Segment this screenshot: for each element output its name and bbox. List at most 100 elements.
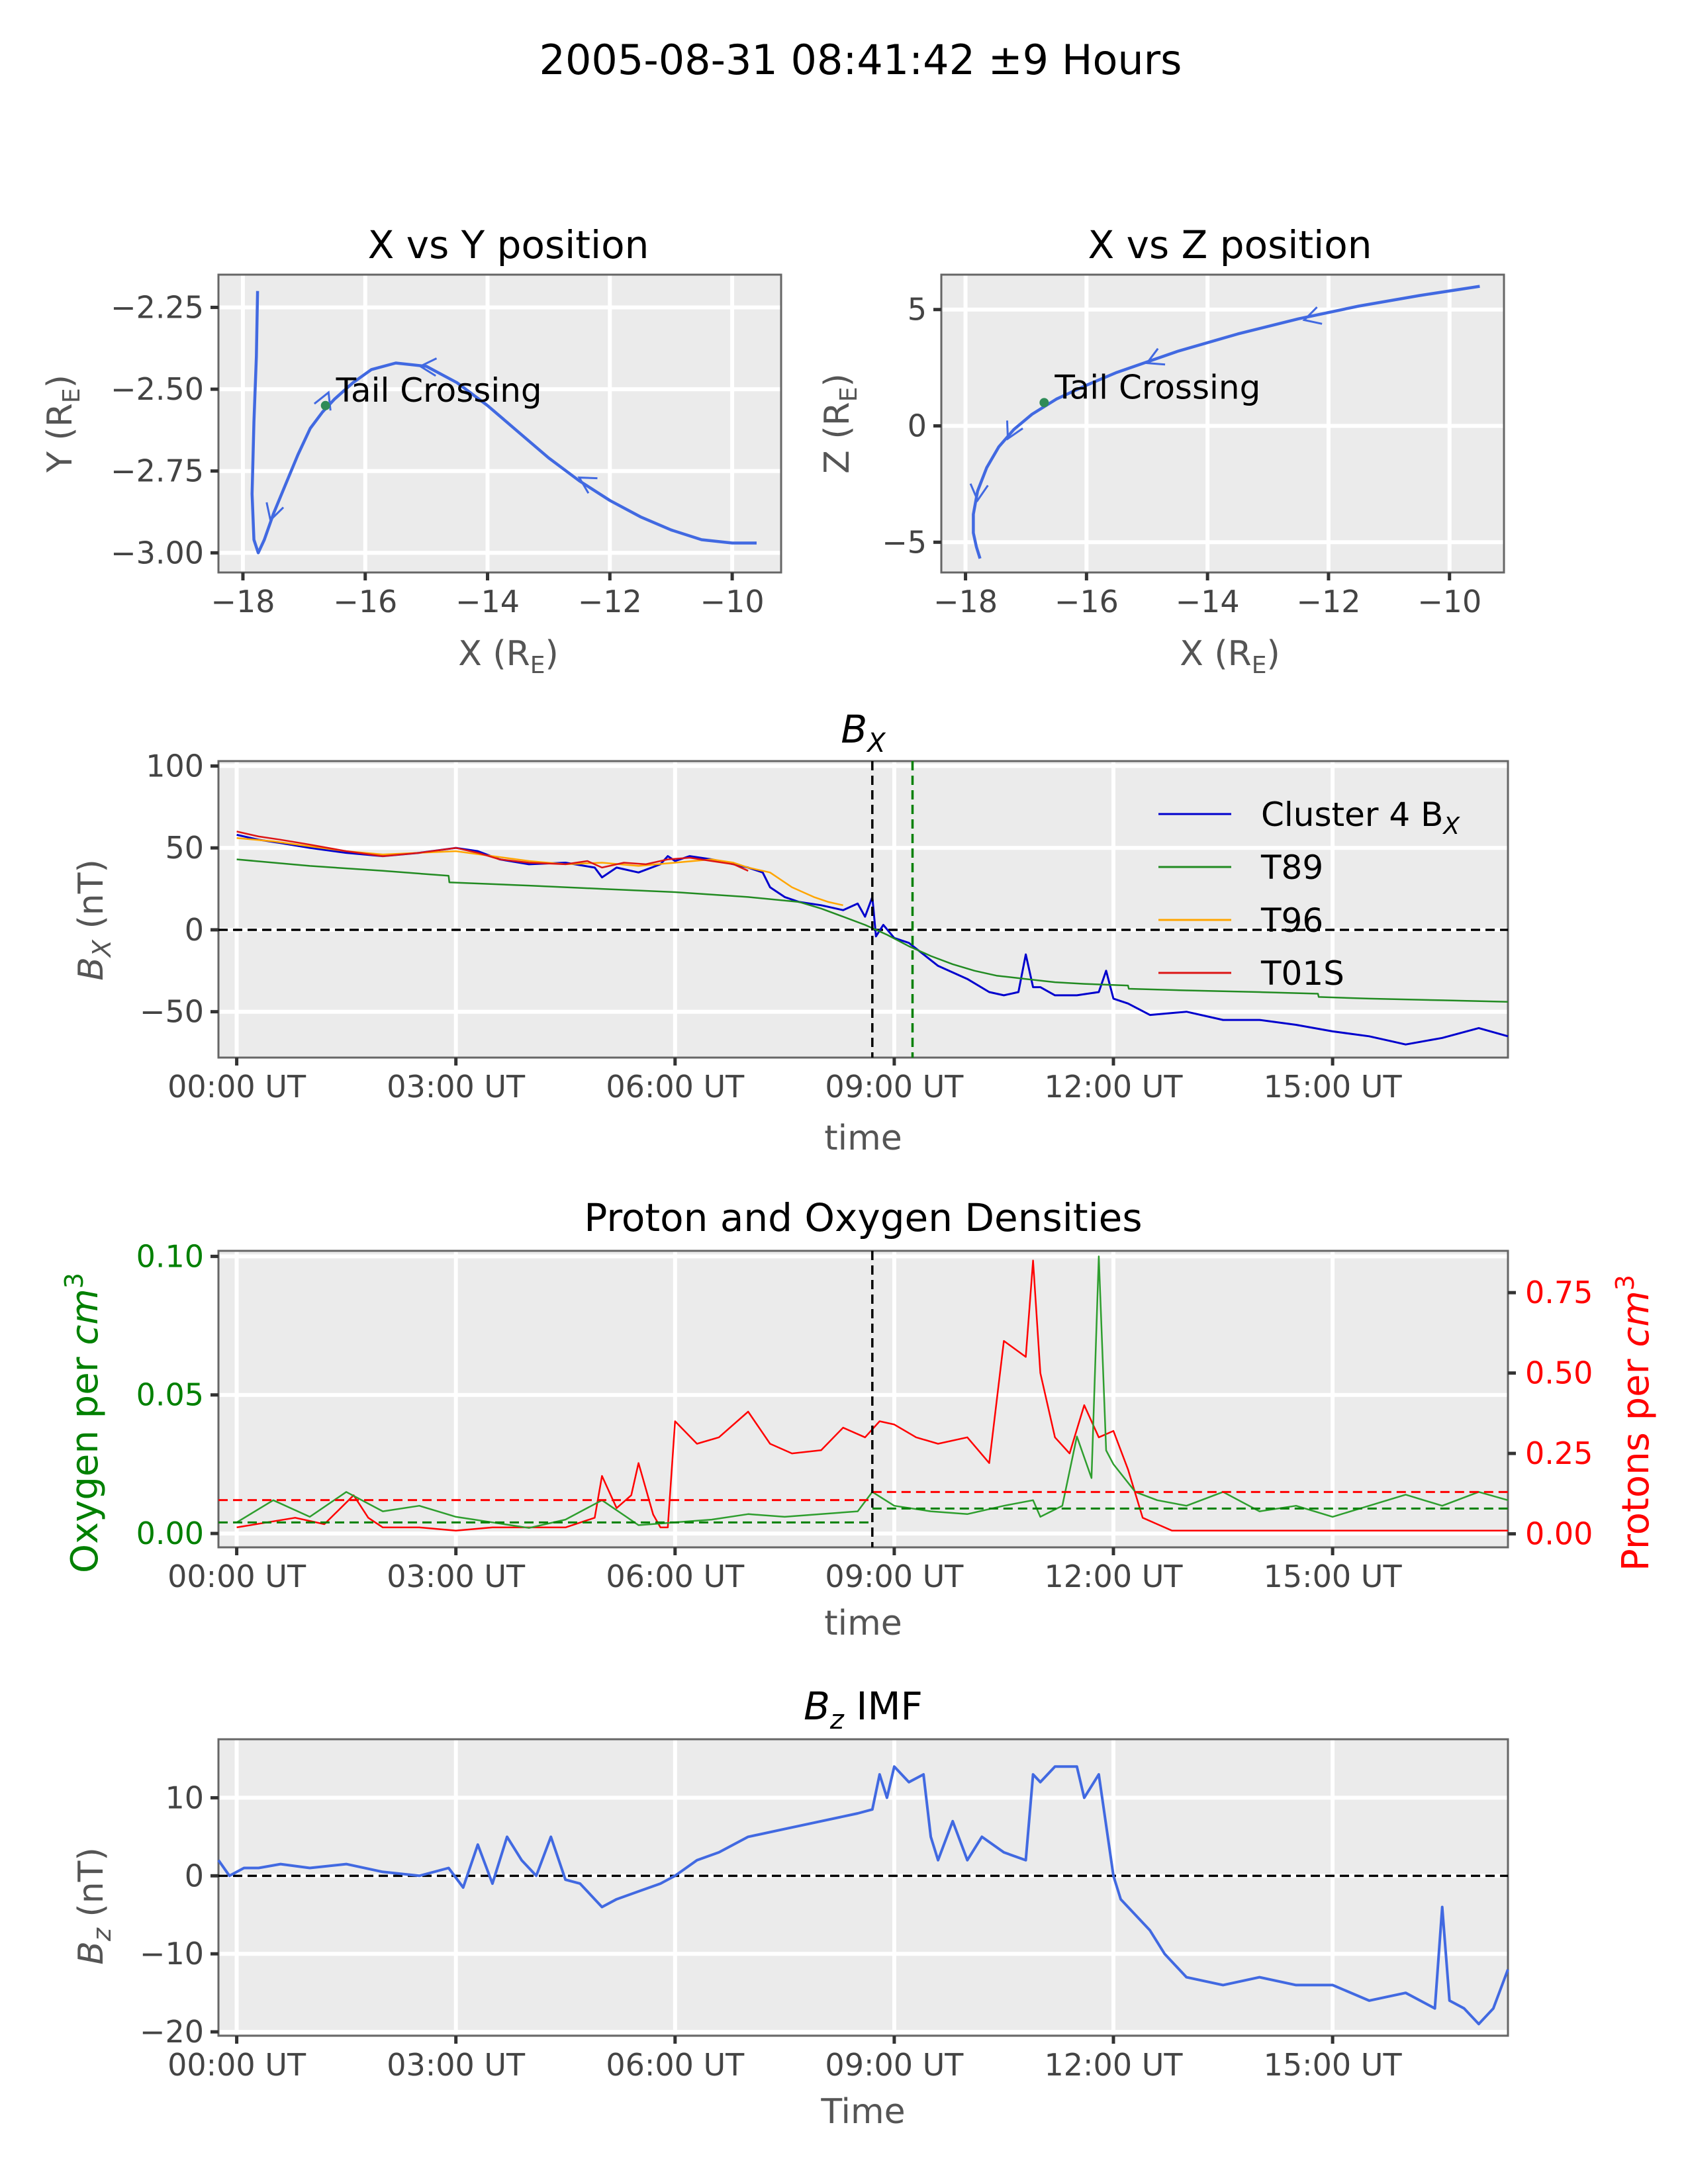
tail-crossing-marker — [1039, 398, 1049, 408]
direction-arrow — [1006, 420, 1023, 441]
direction-arrow — [418, 357, 438, 377]
x-tick-label: −18 — [211, 584, 275, 619]
xy-position-panel: X vs Y position Tail Crossing −18 −16 −14−… — [40, 222, 782, 679]
y-tick-label: −20 — [140, 2014, 204, 2050]
y-tick-label: 0 — [908, 408, 927, 444]
tail-crossing-marker — [320, 400, 330, 410]
oxygen-axis-label: Oxygen per cm3 — [60, 1273, 107, 1573]
xy-x-axis-label: X (RE) — [458, 634, 559, 679]
x-tick-label: 03:00 UT — [387, 1069, 526, 1105]
x-tick-label: 15:00 UT — [1264, 1559, 1403, 1594]
tail-crossing-label: Tail Crossing — [1054, 368, 1260, 406]
x-tick-label: −14 — [455, 584, 520, 619]
xz-position-panel: X vs Z position Tail Crossing −18 −16 −14 −… — [818, 222, 1505, 679]
x-tick-label: −12 — [578, 584, 642, 619]
bx-y-axis-label: BX (nT) — [71, 859, 117, 981]
y-tick-label: 50 — [165, 830, 204, 866]
xz-panel-title: X vs Z position — [1088, 222, 1372, 267]
y-tick-label: −2.75 — [111, 453, 204, 489]
legend-label: Cluster 4 BX — [1261, 796, 1460, 840]
bz-panel-title: Bz IMF — [804, 1684, 923, 1735]
xy-grid — [217, 273, 782, 574]
series-oxygen — [236, 1255, 1509, 1529]
y-tick-label: −10 — [140, 1936, 204, 1972]
legend-label-sub: X — [1442, 813, 1460, 840]
x-tick-label: 12:00 UT — [1045, 1559, 1184, 1594]
y-tick-label: 0.00 — [136, 1516, 204, 1551]
plot-border — [217, 1250, 1509, 1549]
y-tick-label: 0.10 — [136, 1238, 204, 1274]
plot-border — [940, 273, 1505, 574]
plot-area — [218, 275, 781, 572]
bz-x-axis-label: Time — [820, 2092, 905, 2132]
tail-crossing-label: Tail Crossing — [336, 371, 542, 410]
densities-x-axis-label: time — [824, 1604, 902, 1643]
plot-area — [941, 275, 1504, 572]
y-tick-label: 0.05 — [136, 1377, 204, 1413]
densities-panel: Proton and Oxygen Densities 00:00 UT 03:0… — [60, 1195, 1658, 1643]
direction-arrow — [265, 502, 285, 522]
densities-tick-labels: 00:00 UT 03:00 UT 06:00 UT 09:00 UT 12:00 UT… — [136, 1238, 1593, 1594]
x-tick-label: −14 — [1176, 584, 1240, 619]
x-tick-label: 09:00 UT — [825, 2047, 964, 2083]
x-tick-label: −18 — [933, 584, 998, 619]
x-tick-label: 03:00 UT — [387, 1559, 526, 1594]
y-tick-label: 0 — [185, 912, 204, 948]
series-bz — [217, 1765, 1509, 2026]
direction-arrow — [577, 476, 598, 494]
bx-panel: BX 00:00 UT 03:00 UT 06:00 UT 09:00 UT 12:00… — [71, 707, 1509, 1158]
x-tick-label: −10 — [1417, 584, 1481, 619]
y-tick-label: 0 — [185, 1858, 204, 1893]
y-tick-label: 0.25 — [1525, 1435, 1593, 1471]
bx-series-lines — [218, 761, 1509, 1058]
densities-grid — [217, 1250, 1509, 1549]
series-protons — [236, 1259, 1508, 1531]
orbit-path — [250, 291, 757, 555]
y-tick-label: 0.00 — [1525, 1516, 1593, 1552]
x-tick-label: 00:00 UT — [167, 1559, 306, 1594]
x-tick-label: 09:00 UT — [825, 1069, 964, 1105]
y-tick-label: −3.00 — [111, 535, 204, 570]
y-tick-label: −2.50 — [111, 371, 204, 407]
bx-grid — [217, 760, 1509, 1059]
direction-arrow — [1302, 306, 1323, 325]
plot-border — [217, 760, 1509, 1059]
xy-orbit-trace: Tail Crossing — [250, 291, 757, 555]
protons-axis-label: Protons per cm3 — [1611, 1275, 1658, 1571]
x-tick-label: 12:00 UT — [1045, 1069, 1184, 1105]
y-tick-label: 0.75 — [1525, 1275, 1593, 1310]
x-tick-label: 06:00 UT — [606, 1069, 745, 1105]
legend-label: T96 — [1260, 901, 1323, 940]
y-tick-label: 5 — [908, 292, 927, 328]
x-tick-label: 15:00 UT — [1264, 1069, 1403, 1105]
x-tick-label: −10 — [700, 584, 765, 619]
y-tick-label: 0.50 — [1525, 1355, 1593, 1391]
xy-panel-title: X vs Y position — [368, 222, 649, 267]
bx-panel-title: BX — [841, 707, 886, 758]
xy-tick-labels: −18 −16 −14 −12 −10 −3.00 −2.75 −2.50 −2.25 — [111, 289, 765, 619]
x-tick-label: −16 — [333, 584, 397, 619]
bx-x-axis-label: time — [824, 1118, 902, 1158]
y-tick-label: −2.25 — [111, 289, 204, 325]
x-tick-label: 00:00 UT — [167, 1069, 306, 1105]
direction-arrow — [969, 483, 989, 503]
bz-series-line — [217, 1765, 1509, 2026]
densities-panel-title: Proton and Oxygen Densities — [584, 1195, 1142, 1240]
x-tick-label: 06:00 UT — [606, 1559, 745, 1594]
x-tick-label: −16 — [1055, 584, 1119, 619]
plot-area — [218, 1739, 1508, 2036]
bz-imf-panel: Bz IMF 00:00 UT 03:00 UT 06:00 UT 09:00 UT 1… — [71, 1684, 1509, 2132]
plot-area — [218, 761, 1508, 1058]
xz-grid — [940, 273, 1505, 574]
densities-series-lines — [218, 1251, 1509, 1547]
y-tick-label: −50 — [140, 994, 204, 1030]
x-tick-label: 12:00 UT — [1045, 2047, 1184, 2083]
xz-y-axis-label: Z (RE) — [818, 373, 863, 474]
x-tick-label: 09:00 UT — [825, 1559, 964, 1594]
y-tick-label: 100 — [146, 748, 204, 784]
x-tick-label: −12 — [1296, 584, 1360, 619]
bz-grid — [217, 1738, 1509, 2037]
series-t89 — [236, 858, 1509, 1003]
x-tick-label: 00:00 UT — [167, 2047, 306, 2083]
